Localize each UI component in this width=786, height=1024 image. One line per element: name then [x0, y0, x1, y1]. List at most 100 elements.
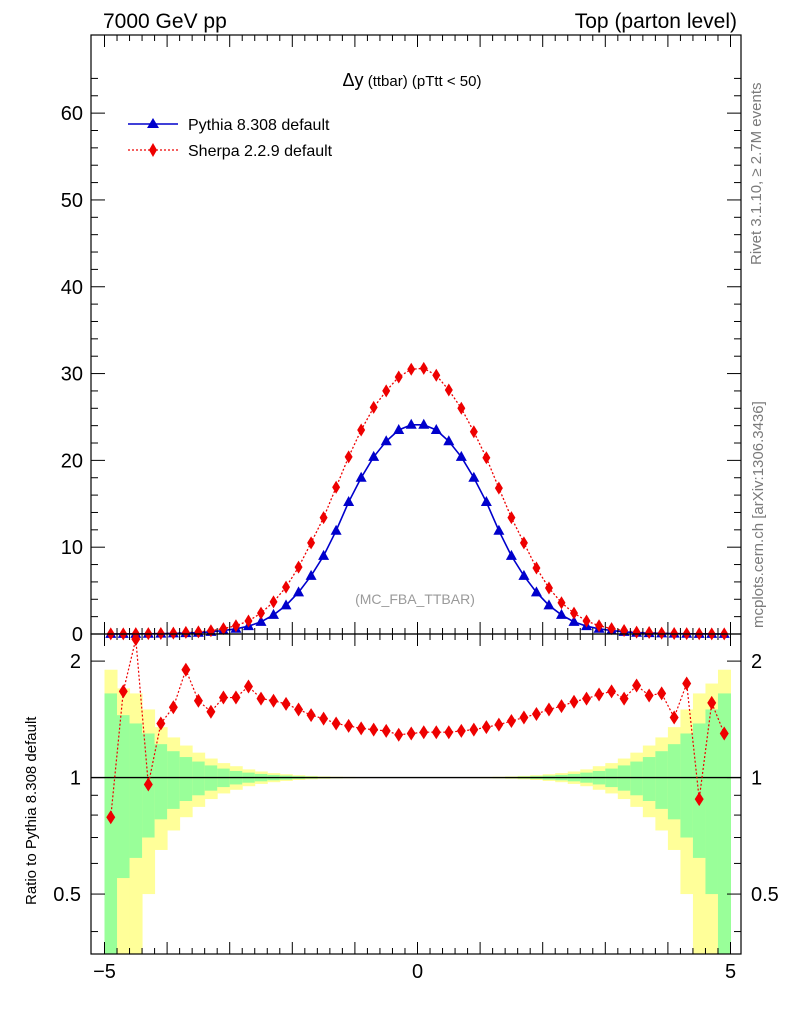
ratio-band-inner [680, 733, 694, 838]
ratio-sherpa-point [644, 688, 654, 703]
sherpa-point [394, 370, 403, 384]
pythia-point [555, 608, 567, 619]
ratio-sherpa-point [394, 727, 404, 742]
sherpa-point [607, 622, 616, 636]
sherpa-point [570, 606, 578, 620]
ratio-sherpa-point [168, 700, 178, 715]
ratio-sherpa-point [193, 693, 203, 708]
process-label: Top (parton level) [575, 10, 737, 33]
ratio-sherpa-point [319, 711, 329, 726]
y-tick-label: 0 [72, 624, 83, 646]
pythia-point [268, 608, 280, 619]
ratio-sherpa-point [118, 684, 128, 699]
sherpa-point [319, 511, 328, 525]
ratio-sherpa-point [506, 714, 516, 729]
pythia-point [443, 435, 455, 446]
ratio-plot-frame [90, 633, 742, 955]
sherpa-point [369, 400, 378, 414]
pythia-point [393, 423, 405, 434]
pythia-point [455, 450, 467, 461]
ratio-sherpa-point [556, 699, 566, 714]
sherpa-point [519, 536, 528, 550]
sherpa-point [194, 625, 203, 639]
sherpa-point [544, 581, 553, 595]
ratio-sherpa-point [582, 691, 592, 706]
legend-label-pythia: Pythia 8.308 default [188, 117, 330, 134]
pythia-point [293, 586, 305, 597]
ratio-axis-ticks: 0.5 0.5 1 1 2 2 −5 0 5 [53, 634, 779, 983]
legend-marker-triangle [147, 118, 159, 128]
ratio-band-inner [692, 723, 706, 858]
sherpa-point [507, 511, 516, 525]
ratio-sherpa-point [607, 684, 617, 699]
ratio-sherpa-point [231, 690, 241, 705]
ratio-band-inner [117, 715, 131, 879]
sherpa-point [169, 626, 178, 640]
ratio-sherpa-point [181, 662, 191, 677]
pythia-point [505, 549, 517, 560]
sherpa-point [494, 481, 503, 495]
ratio-sherpa-point [243, 679, 253, 694]
sherpa-point [219, 622, 228, 636]
pythia-point [318, 549, 330, 560]
plot-title: Δy (ttbar) (pTtt < 50) [343, 70, 482, 90]
ratio-band-inner [179, 757, 193, 801]
rivet-label: Rivet 3.1.10, ≥ 2.7M events [748, 83, 765, 266]
ratio-sherpa-point [694, 792, 704, 807]
x-tick-label: 0 [412, 961, 423, 983]
ratio-sherpa-point [456, 723, 466, 738]
ratio-sherpa-point [306, 708, 316, 723]
ratio-sherpa-point [594, 687, 604, 702]
ratio-sherpa-point [469, 722, 479, 737]
ratio-band-inner [655, 751, 669, 809]
sherpa-point [657, 626, 666, 640]
ratio-y-tick-label-left: 2 [70, 651, 81, 673]
pythia-point [355, 471, 367, 482]
ratio-band-inner [630, 761, 644, 796]
ratio-sherpa-point [406, 726, 416, 741]
ratio-band-inner [192, 761, 206, 796]
ratio-y-tick-label-right: 1 [751, 768, 762, 790]
sherpa-point [181, 625, 190, 639]
ratio-sherpa-point [356, 721, 366, 736]
pythia-point [380, 435, 392, 446]
ratio-sherpa-point [494, 717, 504, 732]
y-tick-label: 40 [61, 277, 83, 299]
sherpa-point [344, 450, 353, 464]
ratio-band-inner [642, 757, 656, 801]
ratio-sherpa-point [431, 725, 441, 740]
ratio-sherpa-point [106, 810, 116, 825]
ratio-band-inner [167, 751, 181, 809]
sherpa-point [532, 561, 541, 575]
pythia-point [530, 586, 542, 597]
x-tick-label: −5 [93, 961, 116, 983]
ratio-band-inner [705, 709, 719, 895]
legend-marker-diamond [149, 143, 157, 157]
main-plot: 0 10 20 30 40 50 60 Δy (ttbar) (pTtt < 50) (MC… [61, 34, 742, 646]
sherpa-point [482, 451, 491, 465]
ratio-sherpa-point [281, 696, 291, 711]
y-tick-label: 10 [61, 537, 83, 559]
pythia-point [493, 524, 505, 535]
pythia-point [468, 471, 480, 482]
y-tick-label: 50 [61, 190, 83, 212]
pythia-point [568, 615, 580, 626]
ratio-sherpa-point [657, 686, 667, 701]
sherpa-point [357, 423, 366, 437]
ratio-sherpa-point [156, 716, 166, 731]
ratio-sherpa-point [256, 691, 266, 706]
sherpa-point [231, 619, 240, 633]
main-axis-ticks: 0 10 20 30 40 50 60 [61, 35, 741, 646]
ratio-sherpa-point [344, 718, 354, 733]
sherpa-point [444, 383, 453, 397]
sherpa-point [645, 626, 654, 640]
title-subtitle: (ttbar) (pTtt < 50) [364, 73, 482, 90]
pythia-point [280, 599, 292, 610]
main-curves [105, 361, 730, 641]
ratio-sherpa-point [218, 690, 228, 705]
sherpa-point [432, 368, 441, 382]
ratio-band-inner [154, 744, 168, 820]
ratio-bands [91, 669, 741, 954]
sherpa-point [582, 614, 591, 628]
